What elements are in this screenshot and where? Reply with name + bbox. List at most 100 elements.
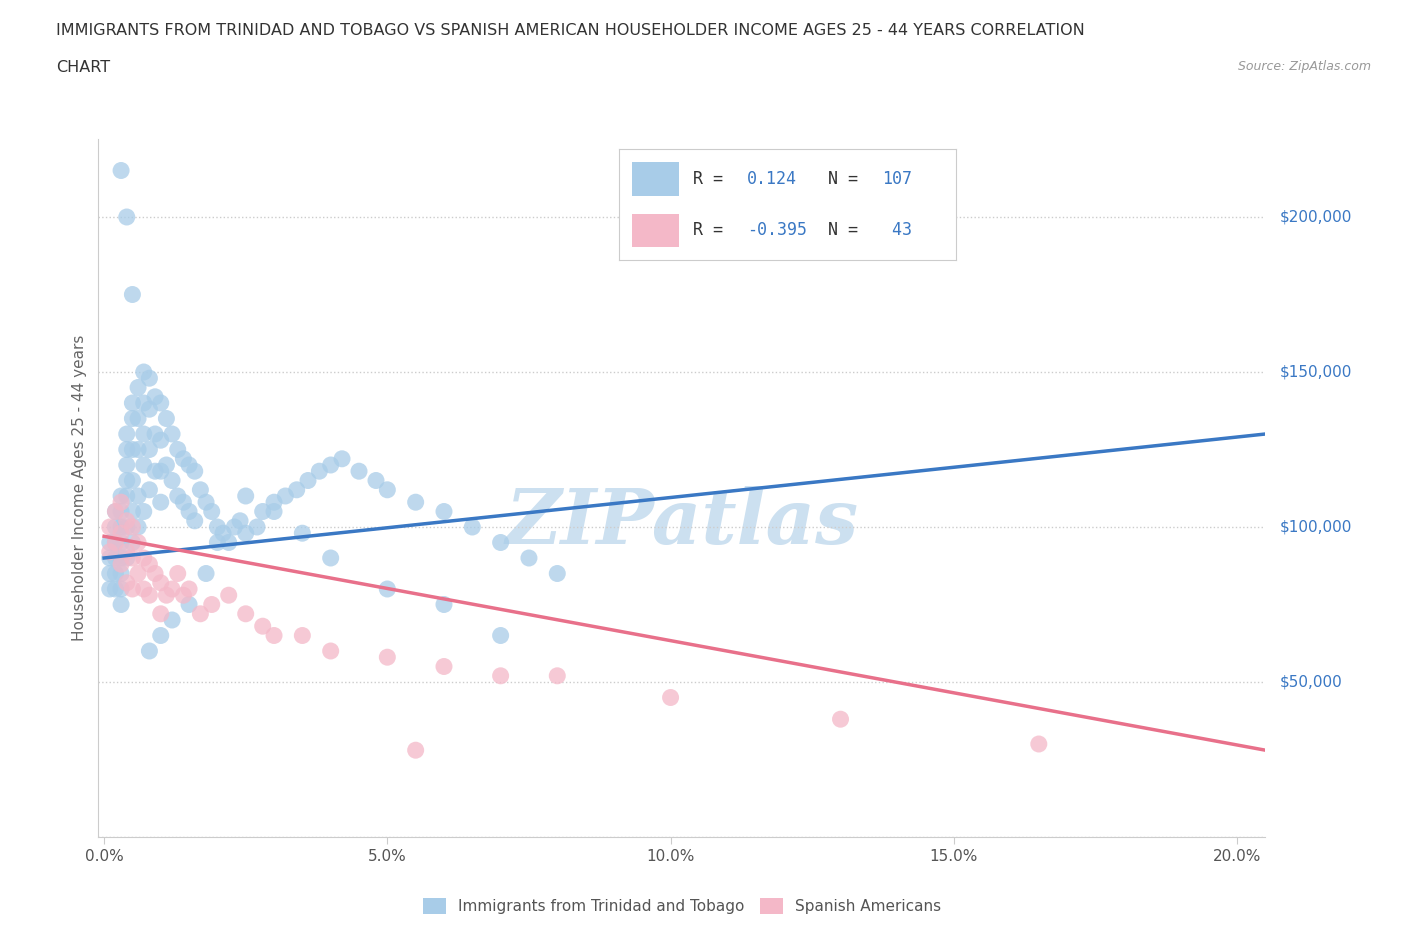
Point — [115, 544, 138, 559]
Point — [319, 458, 342, 472]
Text: Source: ZipAtlas.com: Source: ZipAtlas.com — [1237, 60, 1371, 73]
Point — [218, 535, 240, 550]
Bar — [633, 214, 679, 247]
Point — [115, 520, 138, 535]
Point — [127, 488, 149, 503]
Point — [229, 513, 252, 528]
Point — [218, 588, 240, 603]
Text: N =: N = — [828, 221, 868, 239]
Point — [110, 488, 132, 503]
Point — [319, 551, 342, 565]
Point — [195, 566, 218, 581]
Text: 0.124: 0.124 — [747, 170, 797, 188]
Point — [252, 618, 274, 633]
Point — [127, 411, 149, 426]
Point — [110, 495, 132, 510]
Text: $50,000: $50,000 — [1279, 674, 1343, 689]
Point — [659, 690, 682, 705]
Point — [190, 483, 212, 498]
Point — [121, 442, 143, 457]
Point — [127, 535, 149, 550]
Point — [405, 743, 427, 758]
Point — [110, 551, 132, 565]
Point — [115, 551, 138, 565]
Text: 43: 43 — [882, 221, 912, 239]
Point — [104, 504, 127, 519]
Point — [121, 520, 143, 535]
Point — [104, 520, 127, 535]
Point — [155, 411, 177, 426]
Text: $200,000: $200,000 — [1279, 209, 1351, 224]
Point — [263, 504, 285, 519]
Point — [172, 451, 194, 466]
Point — [98, 551, 121, 565]
Point — [115, 209, 138, 224]
Point — [177, 581, 200, 596]
Point — [172, 495, 194, 510]
Point — [127, 380, 149, 395]
Point — [375, 581, 398, 596]
Point — [375, 483, 398, 498]
Point — [110, 597, 132, 612]
Point — [110, 581, 132, 596]
Point — [166, 488, 188, 503]
Point — [143, 427, 166, 442]
Point — [177, 504, 200, 519]
Point — [489, 535, 512, 550]
Point — [127, 442, 149, 457]
Point — [489, 669, 512, 684]
Point — [110, 557, 132, 572]
Point — [115, 473, 138, 488]
Point — [98, 581, 121, 596]
Text: IMMIGRANTS FROM TRINIDAD AND TOBAGO VS SPANISH AMERICAN HOUSEHOLDER INCOME AGES : IMMIGRANTS FROM TRINIDAD AND TOBAGO VS S… — [56, 23, 1085, 38]
Point — [274, 488, 297, 503]
Point — [297, 473, 319, 488]
Point — [177, 597, 200, 612]
Point — [830, 711, 852, 726]
Bar — [633, 162, 679, 195]
Text: R =: R = — [693, 221, 733, 239]
Point — [149, 432, 172, 447]
Point — [121, 411, 143, 426]
Point — [110, 504, 132, 519]
Point — [110, 566, 132, 581]
Point — [104, 551, 127, 565]
Point — [347, 464, 370, 479]
Text: R =: R = — [693, 170, 733, 188]
Point — [177, 458, 200, 472]
Point — [546, 669, 568, 684]
Point — [98, 566, 121, 581]
Point — [143, 566, 166, 581]
Point — [110, 535, 132, 550]
Point — [224, 520, 246, 535]
Point — [138, 442, 160, 457]
Point — [172, 588, 194, 603]
Point — [149, 464, 172, 479]
Point — [263, 628, 285, 643]
Point — [138, 588, 160, 603]
Point — [149, 395, 172, 410]
Point — [330, 451, 353, 466]
Point — [489, 628, 512, 643]
Point — [155, 588, 177, 603]
Point — [183, 464, 205, 479]
Point — [98, 544, 121, 559]
Text: 107: 107 — [882, 170, 912, 188]
Point — [132, 365, 155, 379]
Point — [235, 606, 257, 621]
Text: -0.395: -0.395 — [747, 221, 807, 239]
Point — [160, 473, 183, 488]
Point — [132, 395, 155, 410]
Point — [149, 606, 172, 621]
Text: $100,000: $100,000 — [1279, 520, 1351, 535]
Point — [110, 520, 132, 535]
Point — [104, 504, 127, 519]
Point — [98, 520, 121, 535]
Point — [138, 483, 160, 498]
Point — [364, 473, 387, 488]
Point — [138, 557, 160, 572]
Point — [110, 163, 132, 178]
Point — [405, 495, 427, 510]
Point — [115, 442, 138, 457]
Point — [201, 597, 224, 612]
